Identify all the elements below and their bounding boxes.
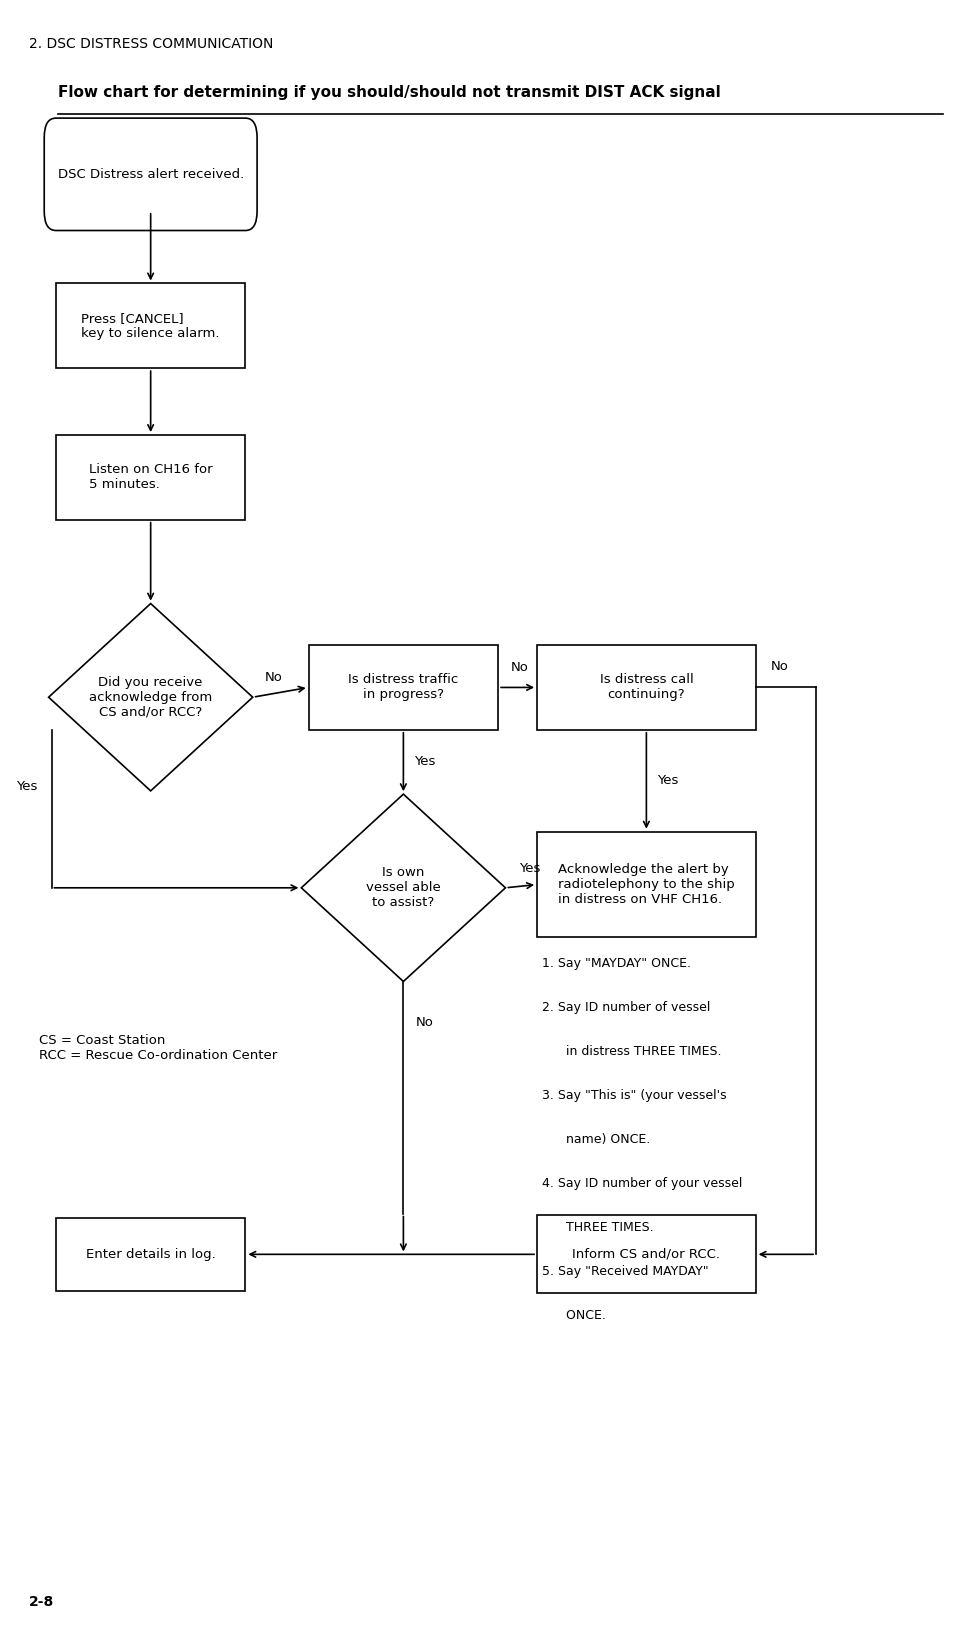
Text: No: No: [265, 671, 283, 684]
Bar: [55, 283, 245, 368]
Text: No: No: [416, 1016, 434, 1028]
Bar: [55, 435, 245, 520]
Text: 2. Say ID number of vessel: 2. Say ID number of vessel: [542, 1000, 711, 1013]
Text: 4. Say ID number of your vessel: 4. Say ID number of your vessel: [542, 1176, 743, 1189]
Text: Yes: Yes: [657, 774, 678, 787]
Text: Flow chart for determining if you should/should not transmit DIST ACK signal: Flow chart for determining if you should…: [58, 85, 721, 99]
Text: Listen on CH16 for
5 minutes.: Listen on CH16 for 5 minutes.: [88, 463, 213, 492]
Text: 1. Say "MAYDAY" ONCE.: 1. Say "MAYDAY" ONCE.: [542, 958, 691, 969]
Text: DSC Distress alert received.: DSC Distress alert received.: [57, 168, 244, 181]
Bar: [537, 645, 756, 730]
Bar: [55, 1218, 245, 1290]
Text: 2. DSC DISTRESS COMMUNICATION: 2. DSC DISTRESS COMMUNICATION: [29, 37, 273, 52]
Bar: [308, 645, 498, 730]
Text: Yes: Yes: [17, 780, 38, 793]
Polygon shape: [49, 604, 253, 792]
Text: Is own
vessel able
to assist?: Is own vessel able to assist?: [366, 867, 440, 909]
Text: Did you receive
acknowledge from
CS and/or RCC?: Did you receive acknowledge from CS and/…: [89, 676, 212, 718]
Text: No: No: [771, 660, 788, 673]
Bar: [537, 832, 756, 938]
Text: 2-8: 2-8: [29, 1595, 54, 1609]
Text: Is distress traffic
in progress?: Is distress traffic in progress?: [348, 673, 459, 702]
Text: No: No: [510, 661, 529, 674]
Text: 5. Say "Received MAYDAY": 5. Say "Received MAYDAY": [542, 1266, 709, 1277]
Polygon shape: [301, 795, 505, 981]
Text: 3. Say "This is" (your vessel's: 3. Say "This is" (your vessel's: [542, 1090, 726, 1101]
Text: Yes: Yes: [519, 862, 540, 875]
Text: Acknowledge the alert by
radiotelephony to the ship
in distress on VHF CH16.: Acknowledge the alert by radiotelephony …: [558, 863, 735, 906]
Text: Press [CANCEL]
key to silence alarm.: Press [CANCEL] key to silence alarm.: [82, 311, 220, 340]
Text: ONCE.: ONCE.: [542, 1310, 606, 1321]
FancyBboxPatch shape: [45, 119, 257, 231]
Bar: [537, 1215, 756, 1293]
Text: name) ONCE.: name) ONCE.: [542, 1134, 650, 1145]
Text: in distress THREE TIMES.: in distress THREE TIMES.: [542, 1046, 721, 1057]
Text: Enter details in log.: Enter details in log.: [86, 1248, 216, 1261]
Text: Is distress call
continuing?: Is distress call continuing?: [600, 673, 693, 702]
Text: Yes: Yes: [414, 756, 435, 769]
Text: Inform CS and/or RCC.: Inform CS and/or RCC.: [573, 1248, 720, 1261]
Text: CS = Coast Station
RCC = Rescue Co-ordination Center: CS = Coast Station RCC = Rescue Co-ordin…: [39, 1034, 277, 1062]
Text: THREE TIMES.: THREE TIMES.: [542, 1222, 653, 1233]
